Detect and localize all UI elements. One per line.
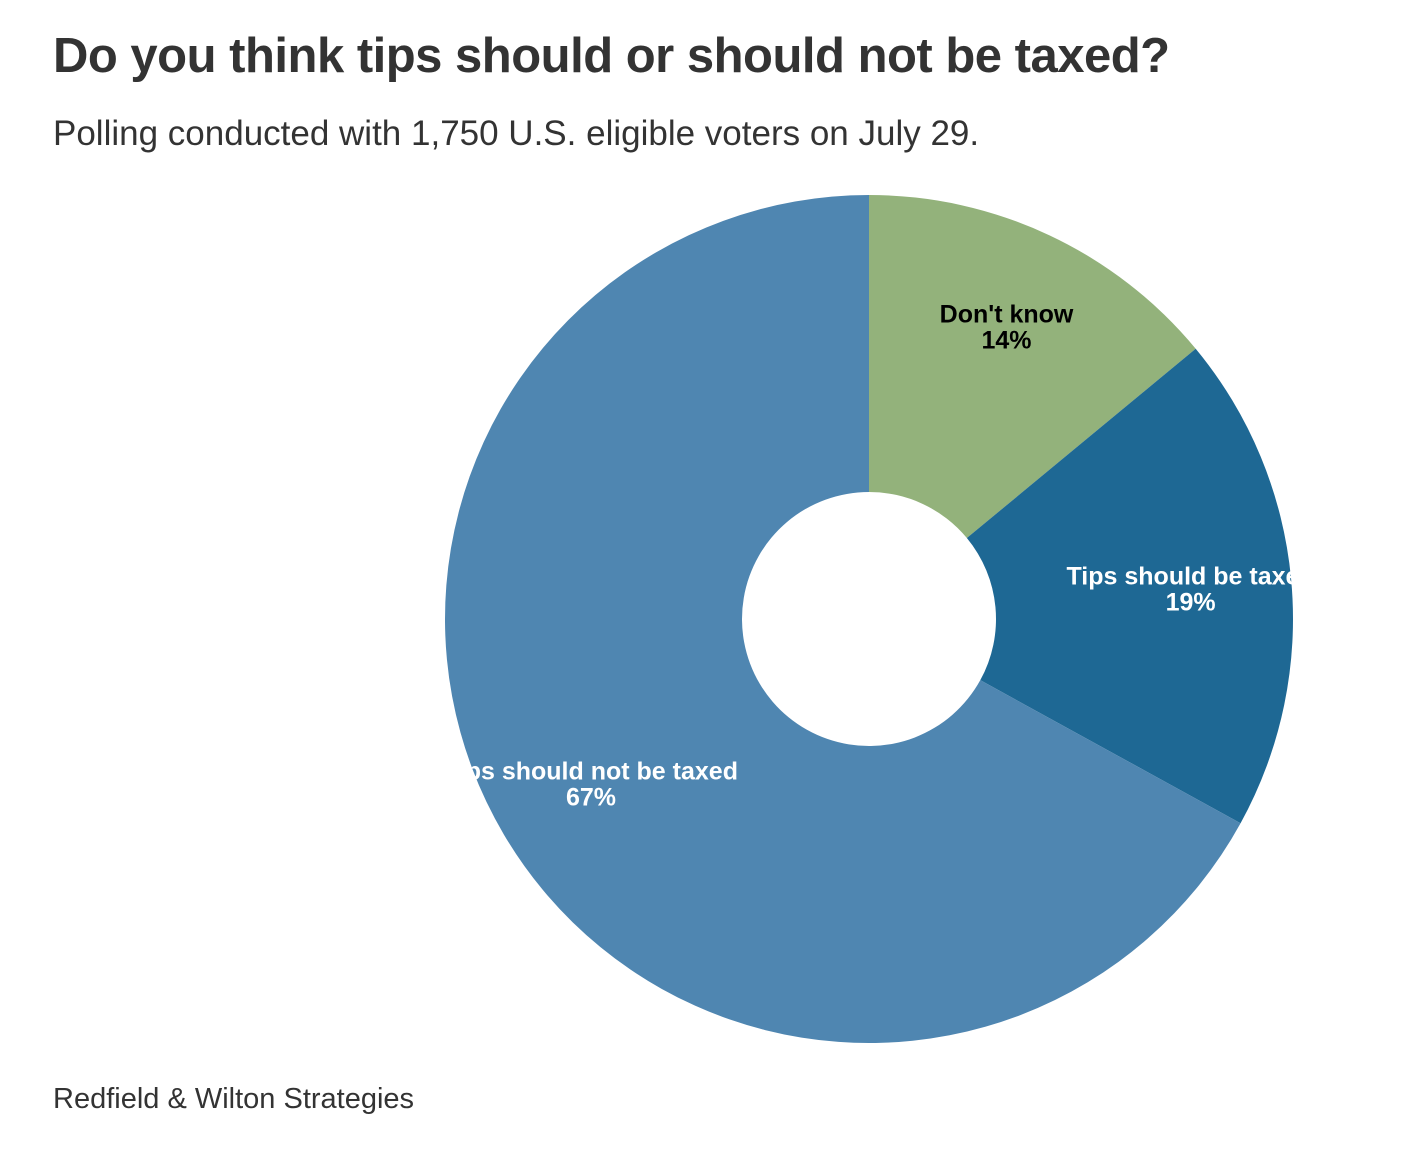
slice-value-tips-should-be-taxed: 19% — [1166, 589, 1216, 617]
source-credit: Redfield & Wilton Strategies — [53, 1083, 415, 1115]
slice-tips-should-not-be-taxed — [445, 195, 1241, 1043]
slice-value-don-t-know: 14% — [982, 327, 1032, 355]
donut-slices — [445, 195, 1294, 1043]
slice-label-tips-should-be-taxed: Tips should be taxed — [1066, 563, 1314, 591]
slice-tips-should-be-taxed — [966, 348, 1294, 824]
slice-label-don-t-know: Don't know — [940, 301, 1074, 329]
chart-subtitle: Polling conducted with 1,750 U.S. eligib… — [53, 114, 980, 153]
slice-don-t-know — [869, 195, 1196, 539]
slice-value-tips-should-not-be-taxed: 67% — [566, 783, 616, 811]
chart-title: Do you think tips should or should not b… — [53, 29, 1170, 83]
slice-label-tips-should-not-be-taxed: Tips should not be taxed — [444, 757, 738, 785]
